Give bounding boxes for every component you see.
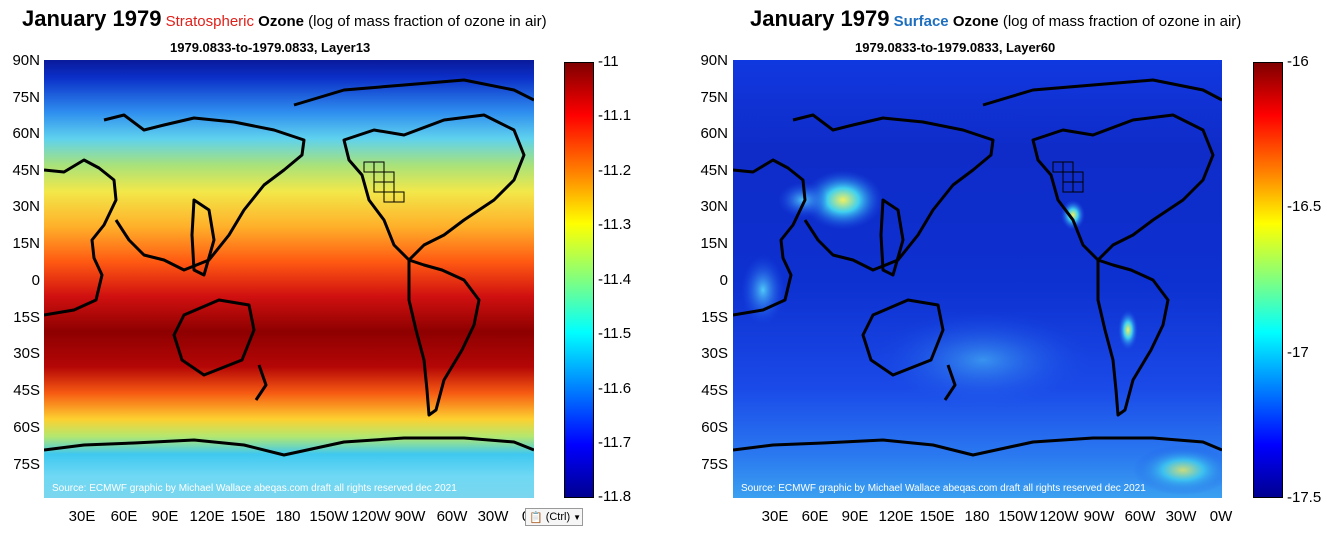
lat-label: 60S bbox=[13, 419, 40, 436]
title-year: January 1979 bbox=[750, 6, 890, 31]
colorbar-tick: -17.5 bbox=[1287, 489, 1322, 506]
lat-label: 45S bbox=[13, 382, 40, 399]
source-credit: Source: ECMWF graphic by Michael Wallace… bbox=[52, 483, 457, 494]
lat-label: 60S bbox=[701, 419, 728, 436]
lon-label: 150E bbox=[230, 508, 266, 525]
lat-label: 45N bbox=[700, 162, 728, 179]
title-kind: Stratospheric bbox=[165, 13, 254, 30]
lat-label: 15S bbox=[701, 309, 728, 326]
lat-label: 30N bbox=[700, 198, 728, 215]
lat-label: 30S bbox=[701, 345, 728, 362]
lon-label: 60E bbox=[801, 508, 829, 525]
chevron-down-icon: ▼ bbox=[573, 512, 582, 522]
surface-field bbox=[733, 60, 1222, 498]
lat-label: 15S bbox=[13, 309, 40, 326]
paste-options-button[interactable]: 📋 (Ctrl) ▼ bbox=[525, 508, 583, 526]
lat-label: 60N bbox=[12, 125, 40, 142]
source-credit: Source: ECMWF graphic by Michael Wallace… bbox=[741, 483, 1146, 494]
lat-label: 30S bbox=[13, 345, 40, 362]
title-year: January 1979 bbox=[22, 6, 162, 31]
state-grid bbox=[1052, 161, 1084, 193]
title-ozone: Ozone bbox=[952, 13, 999, 30]
lat-label: 90N bbox=[12, 52, 40, 69]
clipboard-icon: 📋 bbox=[529, 511, 543, 524]
stratospheric-panel: January 1979 Stratospheric Ozone (log of… bbox=[0, 0, 660, 534]
lat-label: 75S bbox=[701, 456, 728, 473]
panel-subtitle: 1979.0833-to-1979.0833, Layer60 bbox=[855, 40, 1056, 55]
colorbar-tick: -16 bbox=[1287, 53, 1309, 70]
title-ozone: Ozone bbox=[258, 13, 304, 30]
lon-label: 60E bbox=[110, 508, 138, 525]
lon-label: 90W bbox=[1083, 508, 1115, 525]
colorbar-tick: -11.3 bbox=[598, 216, 632, 233]
lon-label: 120E bbox=[878, 508, 914, 525]
colorbar-tick: -11.1 bbox=[598, 107, 632, 124]
lon-label: 120W bbox=[351, 508, 391, 525]
lon-label: 150E bbox=[919, 508, 955, 525]
lon-label: 120W bbox=[1039, 508, 1079, 525]
lat-label: 0 bbox=[31, 272, 40, 289]
colorbar-tick: -11.4 bbox=[598, 271, 632, 288]
lat-label: 30N bbox=[12, 198, 40, 215]
strat-field bbox=[44, 60, 534, 498]
colorbar-tick: -11.8 bbox=[598, 488, 632, 505]
state-grid bbox=[363, 161, 405, 203]
title-rest: (log of mass fraction of ozone in air) bbox=[1002, 13, 1242, 30]
lon-label: 0W bbox=[1209, 508, 1233, 525]
surface-panel: January 1979 Surface Ozone (log of mass … bbox=[690, 0, 1327, 534]
panel-subtitle: 1979.0833-to-1979.0833, Layer13 bbox=[170, 40, 371, 55]
lon-label: 90W bbox=[394, 508, 426, 525]
colorbar-tick: -11 bbox=[598, 53, 619, 70]
colorbar-tick: -11.6 bbox=[598, 380, 632, 397]
lat-label: 45S bbox=[701, 382, 728, 399]
lon-label: 90E bbox=[841, 508, 869, 525]
lat-label: 0 bbox=[719, 272, 728, 289]
lon-label: 30W bbox=[1165, 508, 1197, 525]
lon-label: 150W bbox=[309, 508, 349, 525]
colorbar-tick: -11.7 bbox=[598, 434, 632, 451]
lon-label: 90E bbox=[151, 508, 179, 525]
colorbar bbox=[564, 62, 594, 498]
coastlines bbox=[44, 78, 534, 457]
lon-label: 30E bbox=[761, 508, 789, 525]
strat-map: Source: ECMWF graphic by Michael Wallace… bbox=[44, 60, 534, 498]
panel-title: January 1979 Stratospheric Ozone (log of… bbox=[22, 6, 547, 32]
lon-label: 180 bbox=[275, 508, 301, 525]
lon-label: 60W bbox=[436, 508, 468, 525]
surface-map: Source: ECMWF graphic by Michael Wallace… bbox=[733, 60, 1222, 498]
title-rest: (log of mass fraction of ozone in air) bbox=[308, 13, 547, 30]
colorbar-tick: -17 bbox=[1287, 344, 1309, 361]
colorbar-tick: -16.5 bbox=[1287, 198, 1322, 215]
panel-title: January 1979 Surface Ozone (log of mass … bbox=[750, 6, 1241, 32]
lon-label: 30W bbox=[477, 508, 509, 525]
lon-label: 180 bbox=[964, 508, 990, 525]
paste-options-label: (Ctrl) bbox=[545, 511, 571, 523]
lat-label: 15N bbox=[12, 235, 40, 252]
lat-label: 75N bbox=[12, 89, 40, 106]
lat-label: 90N bbox=[700, 52, 728, 69]
lon-label: 30E bbox=[68, 508, 96, 525]
lat-label: 15N bbox=[700, 235, 728, 252]
lon-label: 60W bbox=[1124, 508, 1156, 525]
lon-label: 150W bbox=[998, 508, 1038, 525]
colorbar bbox=[1253, 62, 1283, 498]
colorbar-tick: -11.5 bbox=[598, 325, 632, 342]
title-kind: Surface bbox=[893, 13, 949, 30]
lat-label: 75S bbox=[13, 456, 40, 473]
lat-label: 60N bbox=[700, 125, 728, 142]
lat-label: 75N bbox=[700, 89, 728, 106]
lat-label: 45N bbox=[12, 162, 40, 179]
colorbar-tick: -11.2 bbox=[598, 162, 632, 179]
lon-label: 120E bbox=[189, 508, 225, 525]
coastlines bbox=[733, 78, 1222, 457]
